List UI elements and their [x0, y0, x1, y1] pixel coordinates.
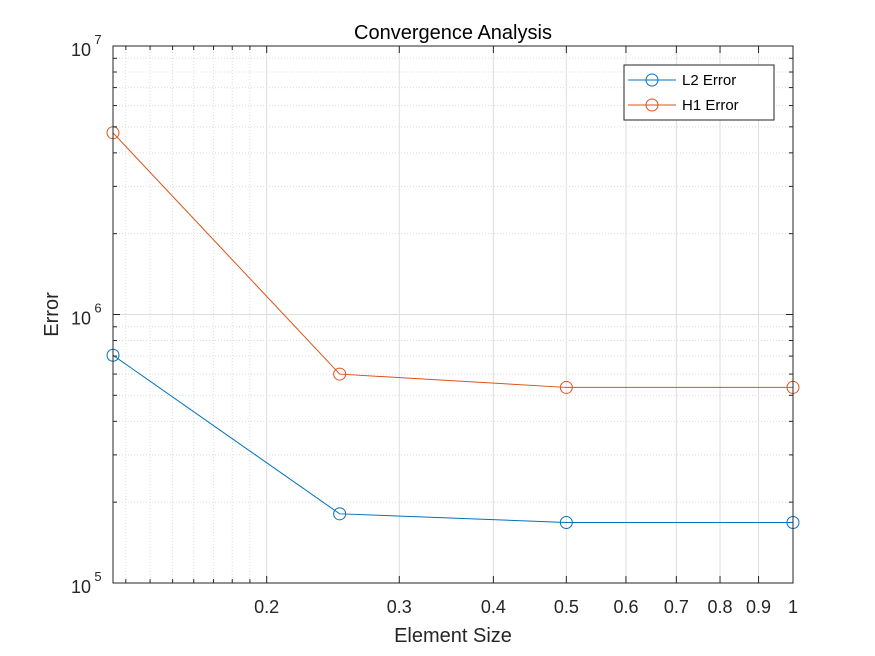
chart-title: Convergence Analysis [354, 22, 552, 44]
y-tick-exponent: 6 [94, 301, 101, 316]
legend-box [623, 64, 775, 121]
data-point-marker [333, 507, 347, 521]
y-tick-exponent: 7 [94, 32, 101, 47]
x-tick-label: 0.4 [481, 597, 506, 617]
y-tick-exponent: 5 [94, 569, 101, 584]
data-point-marker [559, 516, 573, 530]
x-tick-label: 0.3 [387, 597, 412, 617]
tick-marks [113, 45, 794, 584]
x-tick-label: 1 [788, 597, 798, 617]
y-tick-base: 10 [71, 40, 91, 60]
x-tick-label: 0.7 [664, 597, 689, 617]
legend-label-1: L2 Error [682, 72, 736, 89]
legend-marker-2 [645, 98, 659, 112]
y-tick-label: 106 [71, 301, 102, 329]
x-tick-label: 0.6 [613, 597, 638, 617]
x-tick-labels: 0.2 0.3 0.4 0.5 0.6 0.7 0.8 0.9 1 [254, 597, 798, 617]
y-axis-label: Error [41, 292, 63, 337]
x-tick-label: 0.2 [254, 597, 279, 617]
data-point-marker [559, 380, 573, 394]
x-tick-label: 0.5 [554, 597, 579, 617]
x-axis-label: Element Size [394, 625, 512, 647]
y-tick-base: 10 [71, 309, 91, 329]
x-tick-label: 0.9 [746, 597, 771, 617]
series-line-2 [112, 132, 793, 388]
minor-grid [113, 46, 793, 583]
legend: L2 Error H1 Error [623, 64, 775, 121]
x-tick-label: 0.8 [708, 597, 733, 617]
y-tick-base: 10 [71, 577, 91, 597]
y-tick-label: 105 [71, 569, 102, 597]
legend-label-2: H1 Error [682, 97, 739, 114]
legend-marker-1 [645, 73, 659, 87]
y-tick-label: 107 [71, 32, 102, 60]
data-point-marker [333, 367, 347, 381]
series-line-1 [112, 354, 793, 524]
